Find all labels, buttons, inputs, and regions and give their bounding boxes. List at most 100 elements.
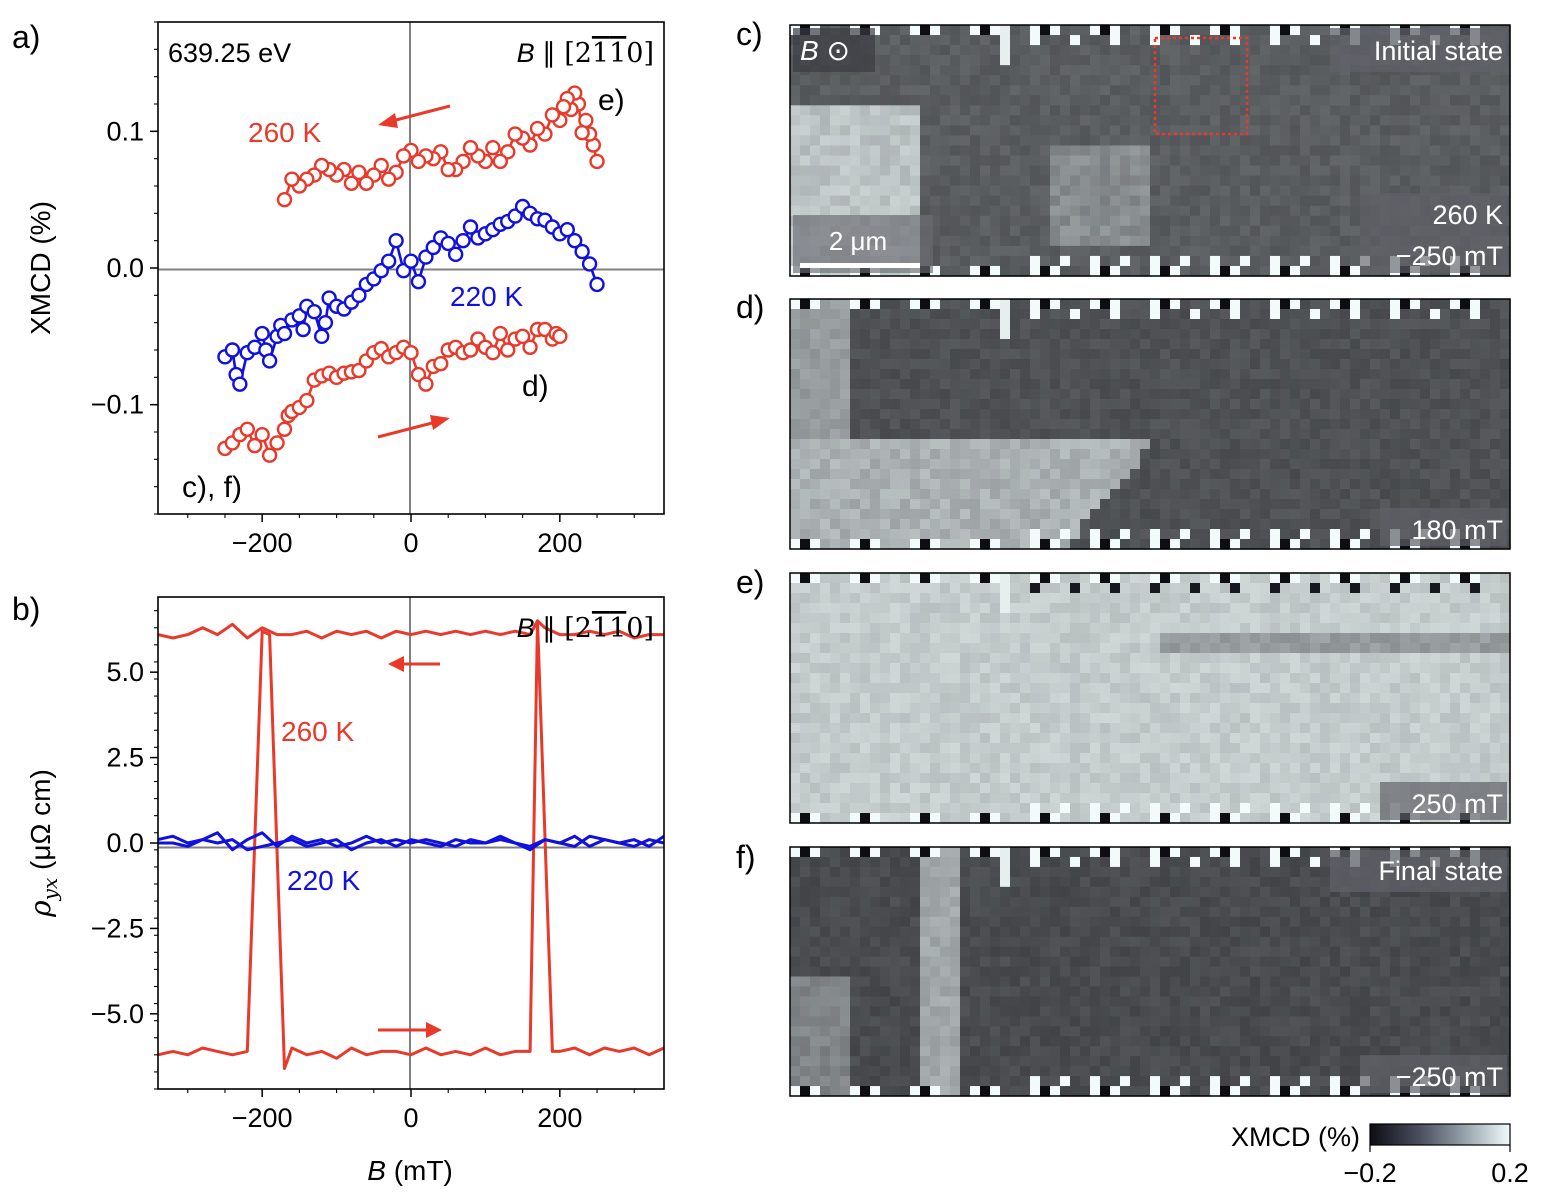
image-c-pixel bbox=[1250, 165, 1261, 177]
image-d-pixel bbox=[900, 519, 911, 530]
image-d-pixel bbox=[1450, 309, 1461, 320]
image-d-pixel bbox=[1440, 419, 1451, 430]
image-c-pixel bbox=[1290, 155, 1301, 167]
image-d-pixel bbox=[1080, 429, 1091, 440]
image-e-pixel bbox=[1100, 653, 1111, 664]
image-c-pixel bbox=[1040, 205, 1051, 217]
image-c-pixel bbox=[1100, 35, 1111, 46]
image-d-pixel bbox=[1390, 489, 1401, 500]
image-c-pixel bbox=[890, 65, 901, 76]
image-c-pixel bbox=[1040, 125, 1051, 137]
image-d-pixel bbox=[930, 349, 941, 360]
image-e-pixel bbox=[860, 573, 871, 584]
image-c-pixel bbox=[1030, 65, 1041, 76]
image-e-pixel bbox=[1100, 693, 1111, 704]
image-c-pixel bbox=[1240, 35, 1251, 46]
image-d-pixel bbox=[1390, 379, 1401, 390]
image-c-pixel bbox=[800, 125, 811, 137]
image-d-pixel bbox=[1270, 539, 1281, 550]
image-d-pixel bbox=[1290, 369, 1301, 380]
image-c-pixel bbox=[1120, 45, 1131, 56]
image-d-pixel bbox=[1470, 319, 1481, 330]
a-ytick-label-0: −0.1 bbox=[91, 390, 144, 420]
image-c-pixel bbox=[1140, 225, 1151, 237]
image-c-pixel bbox=[1130, 225, 1141, 237]
image-e-pixel bbox=[840, 633, 851, 644]
image-d-pixel bbox=[1100, 409, 1111, 420]
image-d-pixel bbox=[1160, 309, 1171, 320]
image-e-pixel bbox=[1470, 573, 1481, 584]
image-c-pixel bbox=[1080, 85, 1091, 96]
image-d-pixel bbox=[1060, 339, 1071, 350]
image-e-pixel bbox=[1390, 693, 1401, 704]
image-d-pixel bbox=[1460, 339, 1471, 350]
image-c-pixel bbox=[870, 105, 881, 116]
image-d-pixel bbox=[1070, 409, 1081, 420]
a-point-2-54 bbox=[581, 256, 598, 272]
image-c-pixel bbox=[1320, 125, 1331, 137]
image-e-pixel bbox=[950, 603, 961, 614]
image-c-pixel bbox=[860, 75, 871, 86]
image-c-pixel bbox=[1110, 35, 1121, 46]
image-c-pixel bbox=[1050, 225, 1061, 237]
image-c-pixel bbox=[1020, 155, 1031, 167]
image-c-pixel bbox=[1250, 185, 1261, 197]
image-d-pixel bbox=[1400, 479, 1411, 490]
image-c-pixel bbox=[1200, 155, 1211, 167]
image-c-pixel bbox=[1390, 125, 1401, 137]
image-e-pixel bbox=[1220, 663, 1231, 674]
image-d-pixel bbox=[1140, 319, 1151, 330]
image-d-pixel bbox=[1100, 419, 1111, 430]
image-d-pixel bbox=[1290, 299, 1301, 310]
image-d-pixel bbox=[1020, 359, 1031, 370]
image-e-pixel bbox=[1260, 713, 1271, 724]
image-d-pixel bbox=[860, 539, 871, 550]
image-e-pixel bbox=[1410, 663, 1421, 674]
image-d-pixel bbox=[1270, 429, 1281, 440]
image-c-pixel bbox=[1160, 165, 1171, 177]
image-c-pixel bbox=[880, 25, 891, 36]
image-c-pixel bbox=[1140, 215, 1151, 227]
image-d-pixel bbox=[1450, 339, 1461, 350]
image-e-pixel bbox=[1080, 703, 1091, 714]
image-e-pixel bbox=[1070, 693, 1081, 704]
image-c-pixel bbox=[1430, 145, 1441, 157]
image-c-pixel bbox=[1330, 245, 1341, 257]
image-e-pixel bbox=[950, 633, 961, 644]
a-point-0-4 bbox=[247, 437, 263, 454]
image-c-pixel bbox=[1400, 95, 1411, 106]
image-c-pixel bbox=[890, 195, 901, 207]
a-point-1-9 bbox=[555, 99, 572, 115]
image-d-pixel bbox=[1400, 379, 1411, 390]
image-d-pixel bbox=[1310, 529, 1321, 540]
image-d-pixel bbox=[800, 379, 811, 390]
image-c-pixel bbox=[1320, 195, 1331, 207]
image-d-pixel bbox=[840, 369, 851, 380]
a-point-2-18 bbox=[317, 314, 334, 331]
image-e-pixel bbox=[1090, 583, 1101, 594]
image-d-pixel bbox=[860, 319, 871, 330]
image-d-pixel bbox=[1440, 349, 1451, 360]
image-d-pixel bbox=[1050, 399, 1061, 410]
a-point-2-52 bbox=[567, 232, 583, 249]
image-c-pixel bbox=[830, 105, 841, 116]
image-c-pixel bbox=[880, 85, 891, 96]
image-e-pixel bbox=[1070, 713, 1081, 724]
image-c-pixel bbox=[880, 75, 891, 86]
image-d-pixel bbox=[1480, 319, 1491, 330]
image-d-pixel bbox=[1500, 389, 1511, 400]
image-d-pixel bbox=[1110, 499, 1121, 510]
image-e-pixel bbox=[1390, 643, 1401, 654]
image-c-pixel bbox=[1460, 75, 1471, 86]
image-e-pixel bbox=[870, 643, 881, 654]
image-c-pixel bbox=[1140, 195, 1151, 207]
image-d-pixel bbox=[1490, 429, 1501, 440]
image-c-field: −250 mT bbox=[1396, 241, 1503, 271]
image-d-pixel bbox=[1280, 429, 1291, 440]
image-d-pixel bbox=[1000, 309, 1011, 320]
image-d-pixel bbox=[1300, 459, 1311, 470]
image-c-pixel bbox=[1280, 215, 1291, 227]
image-d-pixel bbox=[1390, 349, 1401, 360]
image-d-pixel bbox=[990, 379, 1001, 390]
image-e-pixel bbox=[930, 703, 941, 714]
